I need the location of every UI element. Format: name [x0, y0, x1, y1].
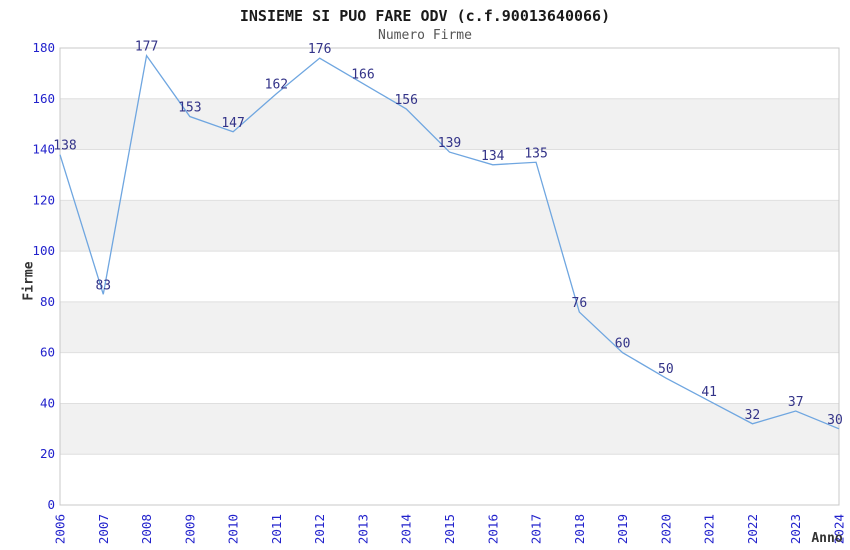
x-tick-label: 2007 — [96, 514, 111, 544]
x-tick-label: 2020 — [658, 514, 673, 544]
x-tick-label: 2017 — [529, 514, 544, 544]
x-axis-label: Anno — [811, 531, 843, 546]
plot-bands — [60, 48, 839, 505]
x-tick-label: 2009 — [182, 514, 197, 544]
y-tick-label: 40 — [40, 395, 55, 410]
point-value-label: 135 — [524, 146, 547, 161]
y-tick-label: 60 — [40, 345, 55, 360]
x-tick-label: 2012 — [312, 514, 327, 544]
point-value-label: 147 — [221, 116, 244, 131]
point-value-label: 60 — [615, 337, 631, 352]
x-tick-label: 2021 — [702, 514, 717, 544]
x-tick-label: 2014 — [399, 514, 414, 544]
point-value-label: 134 — [481, 149, 505, 164]
point-value-label: 166 — [351, 68, 374, 83]
y-tick-label: 20 — [40, 446, 55, 461]
x-tick-label: 2024 — [832, 514, 847, 544]
x-tick-label: 2008 — [139, 514, 154, 544]
point-value-label: 139 — [438, 136, 461, 151]
point-value-label: 138 — [53, 139, 76, 154]
y-tick-labels: 0 20 40 60 80 100 120 140 160 180 — [32, 40, 55, 512]
x-tick-label: 2011 — [269, 514, 284, 544]
point-value-labels: 138 83 177 153 147 162 176 166 156 139 134 135 76 60 5… — [53, 40, 843, 428]
point-value-label: 156 — [394, 93, 417, 108]
y-axis-label: Firme — [21, 261, 37, 301]
point-value-label: 50 — [658, 362, 674, 377]
data-series-line — [59, 53, 840, 430]
y-tick-label: 0 — [47, 497, 55, 512]
y-tick-label: 120 — [32, 192, 55, 207]
point-value-label: 41 — [701, 385, 717, 400]
point-value-label: 32 — [745, 408, 761, 423]
point-value-label: 83 — [95, 278, 111, 293]
x-tick-labels: 2006 2007 2008 2009 2010 2011 2012 2013 2014 2015… — [53, 514, 847, 544]
point-value-label: 176 — [308, 42, 331, 57]
point-value-label: 162 — [265, 78, 288, 93]
point-value-label: 76 — [572, 296, 588, 311]
y-tick-label: 180 — [32, 40, 55, 55]
plot-border — [59, 47, 840, 506]
x-tick-label: 2006 — [53, 514, 68, 544]
y-tick-label: 140 — [32, 142, 55, 157]
x-tick-label: 2023 — [788, 514, 803, 544]
x-tick-label: 2015 — [442, 514, 457, 544]
x-tick-label: 2018 — [572, 514, 587, 544]
point-value-label: 177 — [135, 40, 158, 55]
x-tick-label: 2019 — [615, 514, 630, 544]
point-value-label: 153 — [178, 101, 201, 116]
x-tick-label: 2013 — [355, 514, 370, 544]
y-tick-label: 160 — [32, 91, 55, 106]
x-tick-label: 2022 — [745, 514, 760, 544]
y-tick-label: 80 — [40, 294, 55, 309]
point-value-label: 37 — [788, 395, 804, 410]
chart-title: INSIEME SI PUO FARE ODV (c.f.90013640066… — [239, 7, 611, 25]
chart-subtitle: Numero Firme — [378, 28, 472, 43]
x-tick-label: 2016 — [485, 514, 500, 544]
point-value-label: 30 — [827, 413, 843, 428]
y-tick-label: 100 — [32, 243, 55, 258]
x-tick-label: 2010 — [226, 514, 241, 544]
